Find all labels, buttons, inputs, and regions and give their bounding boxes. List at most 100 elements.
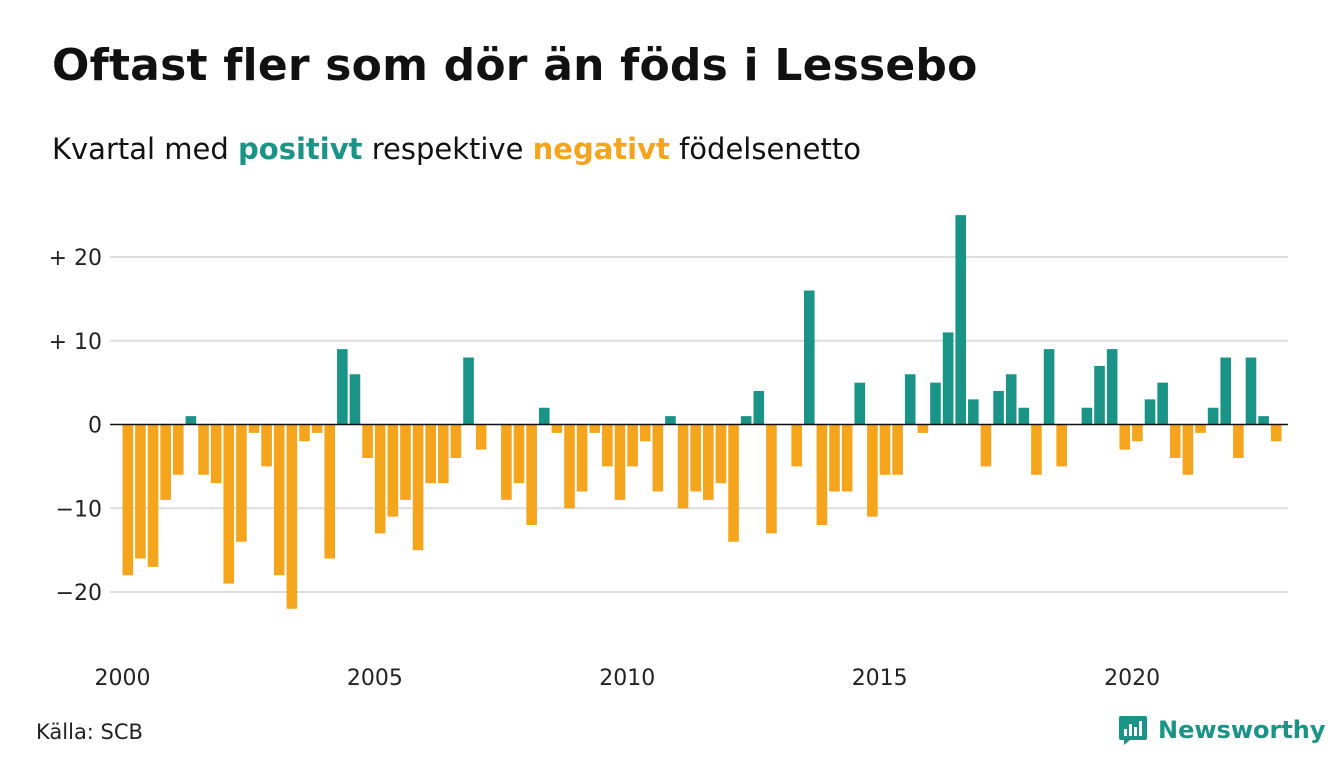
bar [1182,424,1194,475]
bar [450,424,462,458]
subtitle-text-2: respektive [362,132,533,166]
x-axis-labels: 2000 2005 2010 2015 2020 [95,666,1161,691]
bar [135,424,146,559]
bar [993,391,1004,425]
bar [475,424,487,450]
subtitle-positive: positivt [238,132,363,166]
bar [703,424,714,500]
bar [551,424,563,433]
bar [438,424,449,484]
bar [311,424,323,433]
newsworthy-logo-icon [1119,716,1147,745]
x-tick-label: 2010 [599,666,655,691]
bar [299,424,310,442]
bar [362,424,373,458]
bar [1258,416,1269,425]
bar [589,424,601,433]
bar [740,416,752,425]
bar [803,290,815,425]
y-tick-label: 0 [88,414,102,439]
bar [223,424,235,584]
bar [513,424,525,484]
bar [627,424,638,467]
grid-lines [110,256,1288,593]
bars [122,215,1282,609]
bar [766,424,777,534]
bar [147,424,159,567]
source-note: Källa: SCB [36,720,143,744]
bar [639,424,651,442]
bar [1056,424,1067,467]
bar [286,424,298,609]
bar [1169,424,1181,458]
bar [172,424,184,475]
bar [463,357,474,425]
bar [892,424,903,475]
x-tick-label: 2020 [1104,666,1160,691]
newsworthy-logo: Newsworthy [1118,714,1326,746]
bar [349,374,361,425]
bar [324,424,336,559]
bar [1043,349,1055,425]
bar [1018,407,1030,425]
bar [1233,424,1244,458]
bar [1094,365,1105,425]
bar [425,424,436,484]
logo-text: Newsworthy [1158,716,1326,744]
bar [690,424,701,492]
bar [400,424,411,500]
bar [236,424,247,542]
bar [1119,424,1131,450]
bar [715,424,727,484]
bar [273,424,285,576]
bar [412,424,424,551]
subtitle-text-3: födelsenetto [669,132,861,166]
bar [538,407,550,425]
bar [1144,399,1156,425]
bar [829,424,840,492]
x-tick-label: 2005 [347,666,403,691]
bar [1195,424,1206,433]
bar [665,416,676,425]
y-tick-label: + 20 [49,246,102,271]
bar [677,424,689,509]
chart-title: Oftast fler som dör än föds i Lessebo [52,40,978,91]
y-tick-label: −20 [56,581,102,606]
bar [968,399,979,425]
bar [261,424,272,467]
y-axis-labels: + 20 + 10 0 −10 −20 [49,246,102,606]
bar [904,374,916,425]
bar [1031,424,1042,475]
bar [867,424,878,517]
bar [728,424,739,542]
bar [1157,382,1168,425]
bar [198,424,209,475]
bar [942,332,954,425]
bar [652,424,664,492]
bar [387,424,399,517]
bar [1132,424,1143,442]
bar [576,424,588,492]
bar [930,382,941,425]
x-tick-label: 2015 [852,666,908,691]
bar [841,424,853,492]
bar [374,424,386,534]
bar [1220,357,1232,425]
bar [980,424,992,467]
bar [526,424,537,525]
bar [160,424,171,500]
bar [854,382,866,425]
bar [185,416,197,425]
bar [602,424,613,467]
subtitle-negative: negativt [532,132,670,166]
bar [791,424,802,467]
bar [917,424,929,433]
chart-subtitle: Kvartal med positivt respektive negativt… [52,132,861,166]
bar [501,424,512,500]
bar [122,424,134,576]
subtitle-text-1: Kvartal med [52,132,239,166]
x-tick-label: 2000 [95,666,151,691]
bar [879,424,891,475]
bar [753,391,765,425]
